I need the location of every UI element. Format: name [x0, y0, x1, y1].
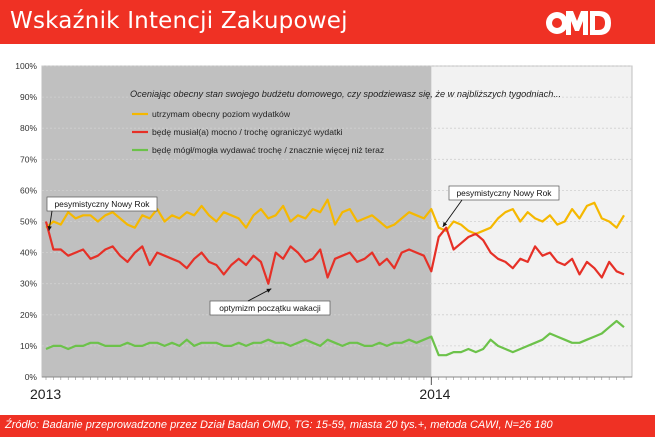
footer-bar: Źródło: Badanie przeprowadzone przez Dzi…	[0, 415, 655, 437]
annotation-arrow	[442, 199, 463, 228]
x-year-label: 2014	[419, 386, 450, 402]
page-title: Wskaźnik Intencji Zakupowej	[10, 8, 348, 34]
y-tick-label: 0%	[25, 372, 38, 382]
annotation-box	[209, 300, 331, 316]
annotation-arrowhead	[442, 221, 448, 227]
annotation-box	[448, 185, 560, 201]
annotation-arrowhead	[47, 225, 52, 231]
legend-label: utrzymam obecny poziom wydatków	[152, 109, 291, 119]
annotation-arrowhead	[266, 288, 272, 293]
annotation-box	[46, 196, 158, 212]
series-line-3	[45, 319, 625, 357]
annotation-label: pesymistyczny Nowy Rok	[457, 188, 553, 198]
series-line-2	[44, 221, 625, 285]
source-note: Źródło: Badanie przeprowadzone przez Dzi…	[5, 419, 553, 431]
legend-label: będę musiał(a) mocno / trochę ograniczyć…	[152, 127, 343, 137]
y-tick-label: 30%	[20, 279, 37, 289]
y-tick-label: 80%	[20, 123, 37, 133]
y-tick-label: 90%	[20, 92, 37, 102]
y-tick-label: 20%	[20, 310, 37, 320]
legend-question: Oceniając obecny stan swojego budżetu do…	[130, 89, 561, 99]
annotation-label: optymizm początku wakacji	[219, 303, 321, 313]
y-tick-label: 70%	[20, 154, 37, 164]
y-tick-label: 10%	[20, 341, 37, 351]
line-chart: 0% 10% 20% 30% 40% 50% 60% 70% 80% 90% 100% 2013 201…	[15, 61, 633, 402]
header-gap	[0, 44, 655, 54]
y-tick-label: 100%	[15, 61, 37, 71]
annotation-label: pesymistyczny Nowy Rok	[55, 199, 151, 209]
x-year-label: 2013	[30, 386, 61, 402]
series-line-1	[45, 198, 625, 235]
chart-area: 0% 10% 20% 30% 40% 50% 60% 70% 80% 90% 100% 2013 201…	[0, 54, 655, 410]
legend-label: będę mógł/mogła wydawać trochę / znaczni…	[152, 145, 384, 155]
y-tick-label: 40%	[20, 248, 37, 258]
omd-logo	[546, 11, 611, 35]
y-tick-label: 60%	[20, 185, 37, 195]
header-bar: Wskaźnik Intencji Zakupowej	[0, 0, 655, 44]
y-tick-label: 50%	[20, 217, 37, 227]
